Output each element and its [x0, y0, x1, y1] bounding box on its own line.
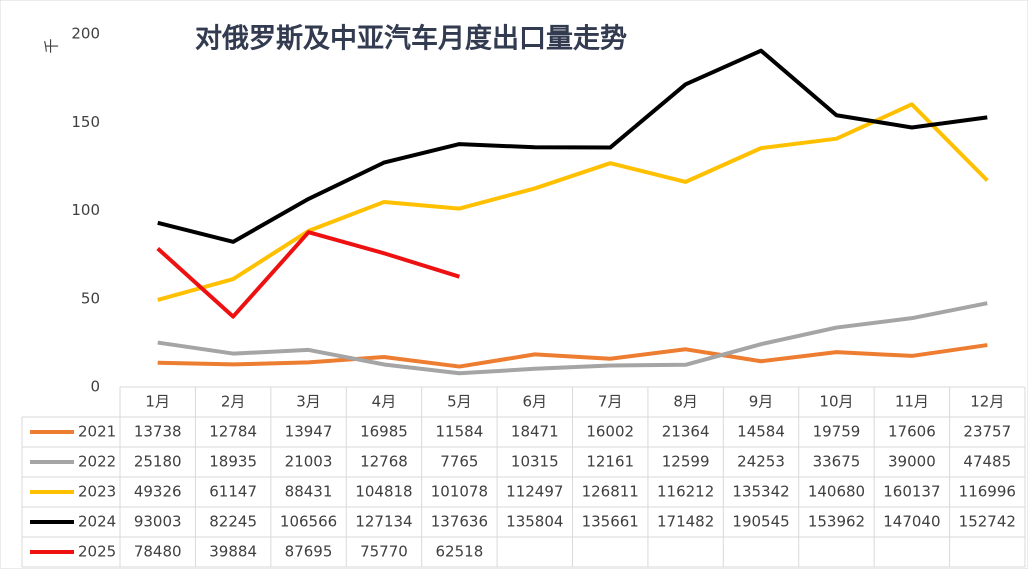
- x-tick-label: 6月: [523, 393, 548, 411]
- table-cell: 116212: [657, 483, 714, 501]
- series-line: [156, 230, 460, 319]
- y-axis-label: 千: [43, 38, 61, 53]
- series-line: [157, 301, 988, 376]
- x-tick-label: 3月: [296, 393, 321, 411]
- table-cell: 101078: [431, 483, 488, 501]
- table-cell: 33675: [813, 453, 861, 471]
- table-cell: 18935: [209, 453, 257, 471]
- table-cell: 16002: [586, 423, 634, 441]
- table-cell: 14584: [737, 423, 785, 441]
- x-tick-label: 8月: [673, 393, 698, 411]
- table-cell: 12161: [586, 453, 634, 471]
- table-cell: 24253: [737, 453, 785, 471]
- x-tick-label: 12月: [970, 393, 1004, 411]
- table-cell: 127134: [355, 513, 412, 531]
- table-cell: 25180: [134, 453, 182, 471]
- table-cell: 160137: [883, 483, 940, 501]
- table-cell: 13738: [134, 423, 182, 441]
- table-cell: 112497: [506, 483, 563, 501]
- table-cell: 82245: [209, 513, 257, 531]
- table-cell: 39000: [888, 453, 936, 471]
- x-tick-label: 1月: [145, 393, 170, 411]
- table-cell: 61147: [209, 483, 257, 501]
- y-tick-label: 150: [71, 113, 100, 131]
- series-line: [157, 343, 988, 369]
- table-cell: 140680: [808, 483, 865, 501]
- series-line: [157, 48, 988, 244]
- chart-title: 对俄罗斯及中亚汽车月度出口量走势: [195, 23, 627, 55]
- table-cell: 21364: [662, 423, 710, 441]
- y-tick-label: 100: [71, 201, 100, 219]
- series-line: [157, 102, 989, 302]
- table-cell: 39884: [209, 543, 257, 561]
- legend-label: 2022: [78, 453, 116, 471]
- table-cell: 10315: [511, 453, 559, 471]
- table-cell: 13947: [285, 423, 333, 441]
- table-cell: 11584: [436, 423, 484, 441]
- y-tick-label: 0: [90, 378, 100, 396]
- table-cell: 49326: [134, 483, 182, 501]
- table-cell: 18471: [511, 423, 559, 441]
- table-cell: 12599: [662, 453, 710, 471]
- table-cell: 135661: [582, 513, 639, 531]
- x-tick-label: 2月: [221, 393, 246, 411]
- table-cell: 19759: [813, 423, 861, 441]
- legend-label: 2024: [78, 513, 116, 531]
- legend-label: 2025: [78, 543, 116, 561]
- x-tick-label: 7月: [598, 393, 623, 411]
- table-cell: 75770: [360, 543, 408, 561]
- table-cell: 23757: [963, 423, 1011, 441]
- table-cell: 137636: [431, 513, 488, 531]
- table-cell: 16985: [360, 423, 408, 441]
- table-cell: 147040: [883, 513, 940, 531]
- table-cell: 93003: [134, 513, 182, 531]
- table-cell: 7765: [440, 453, 478, 471]
- table-cell: 17606: [888, 423, 936, 441]
- y-tick-label: 200: [71, 25, 100, 43]
- legend-label: 2023: [78, 483, 116, 501]
- x-tick-label: 9月: [749, 393, 774, 411]
- table-cell: 21003: [285, 453, 333, 471]
- legend-label: 2021: [78, 423, 116, 441]
- table-cell: 78480: [134, 543, 182, 561]
- table-cell: 88431: [285, 483, 333, 501]
- y-tick-label: 50: [81, 289, 100, 307]
- table-cell: 62518: [436, 543, 484, 561]
- table-cell: 116996: [959, 483, 1016, 501]
- table-cell: 135342: [732, 483, 789, 501]
- x-tick-label: 4月: [372, 393, 397, 411]
- x-tick-label: 10月: [819, 393, 853, 411]
- x-tick-label: 11月: [895, 393, 929, 411]
- table-cell: 47485: [963, 453, 1011, 471]
- table-cell: 106566: [280, 513, 337, 531]
- table-cell: 135804: [506, 513, 563, 531]
- table-cell: 153962: [808, 513, 865, 531]
- table-cell: 12784: [209, 423, 257, 441]
- x-tick-label: 5月: [447, 393, 472, 411]
- table-cell: 152742: [959, 513, 1016, 531]
- table-cell: 190545: [732, 513, 789, 531]
- table-cell: 104818: [355, 483, 412, 501]
- table-cell: 12768: [360, 453, 408, 471]
- table-cell: 171482: [657, 513, 714, 531]
- table-cell: 126811: [582, 483, 639, 501]
- table-cell: 87695: [285, 543, 333, 561]
